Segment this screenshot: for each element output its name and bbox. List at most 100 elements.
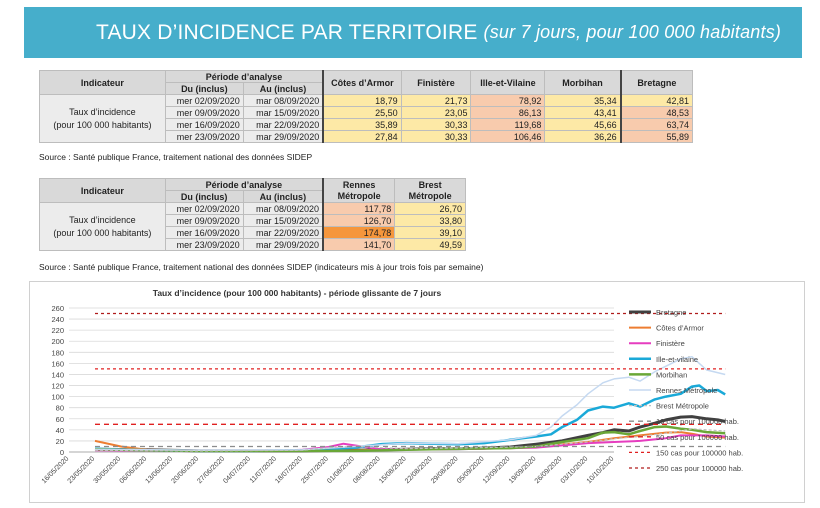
legend-label: 50 cas pour 100000 hab. xyxy=(656,433,739,442)
value-cell: 30,33 xyxy=(400,118,472,131)
header-indicateur: Indicateur xyxy=(39,178,166,203)
header-city: Rennes xyxy=(322,178,396,191)
header-region: Bretagne xyxy=(620,70,693,95)
header-indicateur: Indicateur xyxy=(39,70,166,95)
value-cell: 25,50 xyxy=(322,106,402,119)
legend-label: Finistère xyxy=(656,339,685,348)
header-city-suffix: Métropole xyxy=(394,190,466,203)
header-region: Ille-et-Vilaine xyxy=(470,70,546,95)
legend-label: Ille-et-vilaine xyxy=(656,355,698,364)
date-from: mer 09/09/2020 xyxy=(164,106,244,119)
value-cell: 126,70 xyxy=(322,214,396,227)
header-city: Brest xyxy=(394,178,466,191)
header-periode: Période d’analyse xyxy=(164,178,324,191)
y-tick-label: 40 xyxy=(56,426,64,435)
value-cell: 33,80 xyxy=(394,214,466,227)
date-to: mar 22/09/2020 xyxy=(242,118,324,131)
value-cell: 63,74 xyxy=(620,118,693,131)
legend-label: Côtes d’Armor xyxy=(656,324,704,333)
value-cell: 106,46 xyxy=(470,130,546,143)
value-cell: 18,79 xyxy=(322,94,402,107)
table-row: Taux d’incidence (pour 100 000 habitants… xyxy=(39,94,693,143)
date-to: mar 29/09/2020 xyxy=(242,238,324,251)
indicator-label: Taux d’incidence (pour 100 000 habitants… xyxy=(39,94,166,143)
date-to: mar 22/09/2020 xyxy=(242,226,324,239)
date-from: mer 23/09/2020 xyxy=(164,238,244,251)
y-tick-label: 140 xyxy=(51,370,64,379)
y-tick-label: 200 xyxy=(51,337,64,346)
header-du: Du (inclus) xyxy=(164,190,244,203)
legend-label: Morbihan xyxy=(656,370,687,379)
legend: Bretagne Côtes d’Armor Finistère Ille-et-vi… xyxy=(629,308,743,473)
grid xyxy=(69,307,614,453)
value-cell: 42,81 xyxy=(620,94,693,107)
value-cell: 119,68 xyxy=(470,118,546,131)
date-to: mar 15/09/2020 xyxy=(242,106,324,119)
value-cell: 36,26 xyxy=(544,130,622,143)
y-tick-label: 220 xyxy=(51,326,64,335)
value-cell: 45,66 xyxy=(544,118,622,131)
date-to: mar 15/09/2020 xyxy=(242,214,324,227)
legend-label: Brest Métropole xyxy=(656,402,709,411)
header-au: Au (inclus) xyxy=(242,190,324,203)
y-tick-label: 160 xyxy=(51,359,64,368)
value-cell: 35,34 xyxy=(544,94,622,107)
header-au: Au (inclus) xyxy=(242,82,324,95)
table-row: mer 16/09/2020 mar 22/09/2020 35,89 30,3… xyxy=(40,118,693,131)
value-cell: 78,92 xyxy=(470,94,546,107)
series-line xyxy=(94,428,726,452)
header-city-suffix: Métropole xyxy=(322,190,396,203)
value-cell: 55,89 xyxy=(620,130,693,143)
legend-label: Rennes Métropole xyxy=(656,386,717,395)
metropoles-table: Indicateur Période d’analyse Rennes Bres… xyxy=(39,178,466,251)
source-note-2: Source : Santé publique France, traiteme… xyxy=(39,262,484,272)
value-cell: 35,89 xyxy=(322,118,402,131)
y-tick-label: 100 xyxy=(51,393,64,402)
y-tick-label: 80 xyxy=(56,404,64,413)
value-cell: 174,78 xyxy=(322,226,396,239)
banner-subtitle: (sur 7 jours, pour 100 000 habitants) xyxy=(483,22,782,42)
table-row: mer 09/09/2020 mar 15/09/2020 126,70 33,… xyxy=(40,214,466,227)
y-axis: 0 20 40 60 80 100 120 140 160 180 200 220 240 260 xyxy=(51,304,64,457)
y-tick-label: 180 xyxy=(51,348,64,357)
y-tick-label: 240 xyxy=(51,315,64,324)
value-cell: 49,59 xyxy=(394,238,466,251)
header-du: Du (inclus) xyxy=(164,82,244,95)
series-lines xyxy=(94,312,726,453)
header-region: Morbihan xyxy=(544,70,622,95)
banner: TAUX D’INCIDENCE PAR TERRITOIRE (sur 7 j… xyxy=(24,7,802,58)
date-from: mer 02/09/2020 xyxy=(164,94,244,107)
date-from: mer 16/09/2020 xyxy=(164,118,244,131)
value-cell: 86,13 xyxy=(470,106,546,119)
value-cell: 30,33 xyxy=(400,130,472,143)
series-line xyxy=(94,384,726,453)
legend-label: Bretagne xyxy=(656,308,686,317)
indicator-label-line2: (pour 100 000 habitants) xyxy=(53,119,152,130)
indicator-label-line1: Taux d’incidence xyxy=(69,106,136,117)
indicator-label: Taux d’incidence (pour 100 000 habitants… xyxy=(39,202,166,251)
date-from: mer 16/09/2020 xyxy=(164,226,244,239)
table-row: mer 23/09/2020 mar 29/09/2020 141,70 49,… xyxy=(40,238,466,251)
chart-title: Taux d’incidence (pour 100 000 habitants… xyxy=(153,288,442,298)
y-tick-label: 260 xyxy=(51,304,64,313)
date-from: mer 02/09/2020 xyxy=(164,202,244,215)
legend-label: 10 cas pour 100000 hab. xyxy=(656,417,739,426)
value-cell: 117,78 xyxy=(322,202,396,215)
date-to: mar 29/09/2020 xyxy=(242,130,324,143)
legend-label: 250 cas pour 100000 hab. xyxy=(656,464,743,473)
date-from: mer 23/09/2020 xyxy=(164,130,244,143)
date-to: mar 08/09/2020 xyxy=(242,202,324,215)
regions-table: Indicateur Période d’analyse Côtes d’Arm… xyxy=(39,70,693,143)
value-cell: 26,70 xyxy=(394,202,466,215)
legend-label: 150 cas pour 100000 hab. xyxy=(656,448,743,457)
value-cell: 21,73 xyxy=(400,94,472,107)
header-region: Finistère xyxy=(400,70,472,95)
value-cell: 27,84 xyxy=(322,130,402,143)
value-cell: 23,05 xyxy=(400,106,472,119)
header-periode: Période d’analyse xyxy=(164,70,324,83)
y-tick-label: 60 xyxy=(56,415,64,424)
incidence-chart: Taux d’incidence (pour 100 000 habitants… xyxy=(29,281,805,503)
table-row: mer 23/09/2020 mar 29/09/2020 27,84 30,3… xyxy=(40,130,693,143)
y-tick-label: 120 xyxy=(51,382,64,391)
y-tick-label: 20 xyxy=(56,437,64,446)
